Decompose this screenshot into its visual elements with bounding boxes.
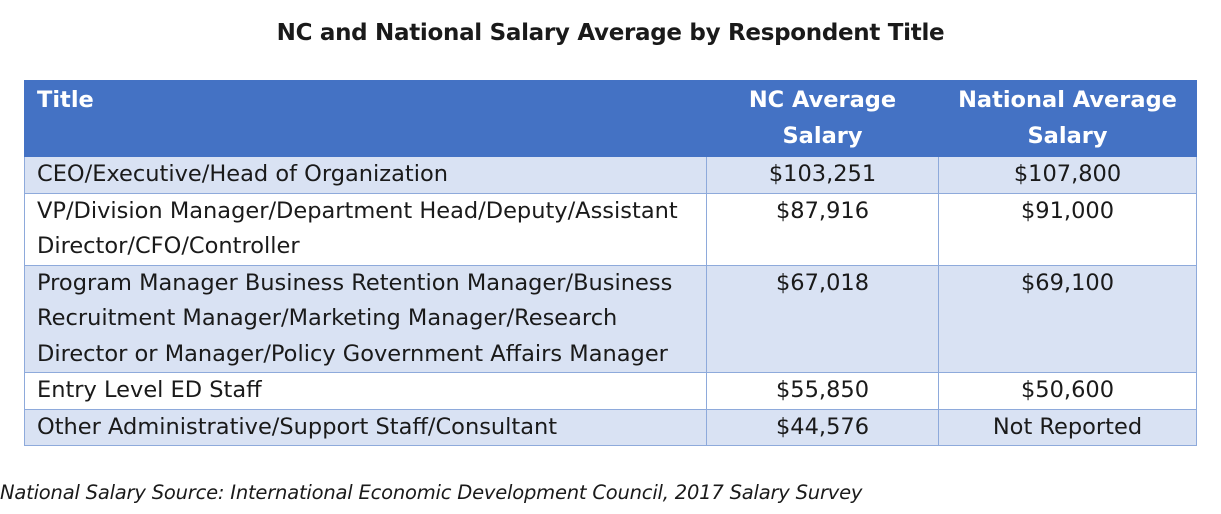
table-row: VP/Division Manager/Department Head/Depu…: [24, 192, 1197, 266]
national-salary-cell: Not Reported: [938, 408, 1197, 446]
nc-salary-cell: $67,018: [706, 264, 939, 373]
row-title-cell: VP/Division Manager/Department Head/Depu…: [24, 192, 707, 266]
national-salary-cell: $69,100: [938, 264, 1197, 373]
header-title: Title: [24, 80, 707, 157]
table-row: Program Manager Business Retention Manag…: [24, 264, 1197, 373]
source-footnote: National Salary Source: International Ec…: [0, 481, 863, 504]
table-title: NC and National Salary Average by Respon…: [276, 20, 945, 46]
nc-salary-cell: $44,576: [706, 408, 939, 446]
table-row: Other Administrative/Support Staff/Consu…: [24, 408, 1197, 446]
header-nc-average-salary: NC Average Salary: [706, 80, 939, 157]
nc-salary-cell: $55,850: [706, 372, 939, 410]
national-salary-cell: $50,600: [938, 372, 1197, 410]
row-title-cell: Program Manager Business Retention Manag…: [24, 264, 707, 373]
salary-table: Title NC Average Salary National Average…: [24, 80, 1197, 446]
national-salary-cell: $107,800: [938, 156, 1197, 194]
row-title-cell: CEO/Executive/Head of Organization: [24, 156, 707, 194]
table-row: CEO/Executive/Head of Organization $103,…: [24, 156, 1197, 194]
national-salary-cell: $91,000: [938, 192, 1197, 266]
header-national-average-salary: National Average Salary: [938, 80, 1197, 157]
row-title-cell: Entry Level ED Staff: [24, 372, 707, 410]
header-row: Title NC Average Salary National Average…: [24, 80, 1197, 157]
nc-salary-cell: $87,916: [706, 192, 939, 266]
table-row: Entry Level ED Staff $55,850 $50,600: [24, 372, 1197, 410]
nc-salary-cell: $103,251: [706, 156, 939, 194]
table-body: CEO/Executive/Head of Organization $103,…: [24, 156, 1197, 446]
table-header: Title NC Average Salary National Average…: [24, 80, 1197, 157]
row-title-cell: Other Administrative/Support Staff/Consu…: [24, 408, 707, 446]
